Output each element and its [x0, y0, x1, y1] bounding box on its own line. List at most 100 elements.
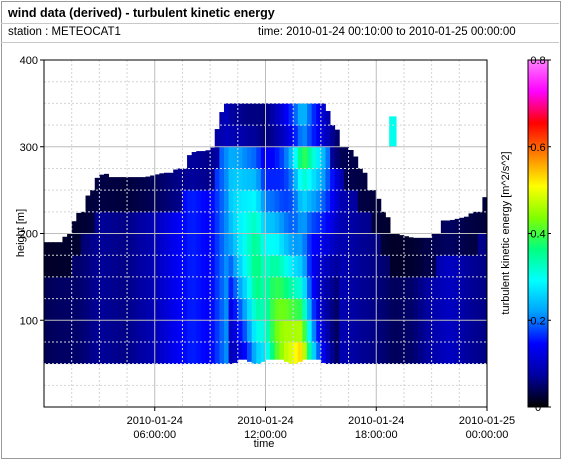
heatmap-cell	[177, 168, 183, 191]
heatmap-cell	[219, 233, 225, 256]
heatmap-cell	[270, 103, 276, 126]
heatmap-cell	[99, 320, 105, 343]
heatmap-cell	[117, 255, 123, 278]
heatmap-cell	[325, 190, 331, 213]
heatmap-cell	[463, 276, 469, 299]
heatmap-cell	[353, 156, 359, 169]
heatmap-cell	[242, 146, 248, 169]
heatmap-cell	[265, 190, 271, 213]
heatmap-cell	[228, 168, 234, 191]
heatmap-cell	[154, 320, 160, 343]
heatmap-cell	[316, 298, 322, 321]
heatmap-cell	[459, 276, 465, 299]
heatmap-cell	[270, 211, 276, 234]
heatmap-cell	[71, 276, 77, 299]
heatmap-cell	[367, 298, 373, 321]
heatmap-cell	[242, 103, 248, 126]
heatmap-cell	[90, 320, 96, 343]
heatmap-cell	[274, 168, 280, 191]
heatmap-cell	[288, 125, 294, 148]
heatmap-cell	[145, 190, 151, 213]
heatmap-cell	[127, 341, 133, 365]
heatmap-cell	[367, 255, 373, 278]
heatmap-cell	[334, 341, 340, 365]
heatmap-cell	[237, 276, 243, 299]
heatmap-cell	[468, 213, 474, 234]
heatmap-cell	[293, 190, 299, 213]
heatmap-cell	[228, 233, 234, 256]
heatmap-cell	[233, 190, 239, 213]
heatmap-cell	[468, 276, 474, 299]
heatmap-cell	[237, 211, 243, 234]
heatmap-cell	[150, 320, 156, 343]
heatmap-cell	[445, 276, 451, 299]
heatmap-cell	[85, 233, 91, 256]
heatmap-cell	[103, 173, 109, 191]
heatmap-cell	[316, 276, 322, 299]
y-tick-label: 100	[20, 315, 38, 327]
heatmap-cell	[53, 320, 59, 343]
heatmap-cell	[247, 103, 253, 126]
heatmap-cell	[256, 320, 262, 343]
heatmap-cell	[279, 125, 285, 148]
heatmap-cell	[182, 168, 188, 191]
heatmap-cell	[154, 211, 160, 234]
heatmap-cell	[353, 341, 359, 365]
heatmap-cell	[223, 125, 229, 148]
heatmap-cell	[159, 190, 165, 213]
heatmap-cell	[177, 276, 183, 299]
heatmap-cell	[99, 255, 105, 278]
heatmap-cell	[67, 298, 73, 321]
heatmap-cell	[270, 190, 276, 213]
heatmap-cell	[316, 341, 322, 360]
heatmap-cell	[196, 255, 202, 278]
heatmap-cell	[320, 320, 326, 343]
heatmap-cell	[482, 197, 488, 213]
colorbar-tick-label: 0.8	[530, 55, 545, 67]
heatmap-cell	[136, 233, 142, 256]
heatmap-cell	[302, 168, 308, 191]
heatmap-cell	[131, 211, 137, 234]
heatmap-cell	[256, 125, 262, 148]
heatmap-cell	[251, 320, 257, 343]
heatmap-cell	[265, 276, 271, 299]
heatmap-cell	[367, 211, 373, 234]
heatmap-cell	[191, 298, 197, 321]
heatmap-cell	[99, 276, 105, 299]
heatmap-cell	[445, 255, 451, 278]
heatmap-cell	[320, 103, 326, 126]
heatmap-cell	[325, 110, 331, 126]
heatmap-cell	[459, 320, 465, 343]
heatmap-cell	[71, 298, 77, 321]
heatmap-cell	[279, 103, 285, 126]
heatmap-cell	[242, 211, 248, 234]
heatmap-cell	[122, 190, 128, 213]
heatmap-cell	[237, 168, 243, 191]
heatmap-cell	[422, 276, 428, 299]
heatmap-cell	[343, 146, 349, 169]
heatmap-cell	[228, 298, 234, 321]
heatmap-cell	[113, 341, 119, 365]
heatmap-cell	[228, 255, 234, 278]
divider	[1, 42, 559, 43]
heatmap-cell	[348, 276, 354, 299]
heatmap-cell	[260, 298, 266, 321]
heatmap-cell	[348, 190, 354, 213]
heatmap-cell	[233, 341, 239, 363]
heatmap-cell	[145, 298, 151, 321]
heatmap-cell	[274, 211, 280, 234]
heatmap-cell	[237, 125, 243, 148]
heatmap-cell	[177, 298, 183, 321]
heatmap-cell	[265, 320, 271, 343]
heatmap-cell	[390, 233, 396, 256]
heatmap-cell	[76, 212, 82, 234]
heatmap-cell	[113, 211, 119, 234]
heatmap-cell	[228, 146, 234, 169]
heatmap-cell	[228, 320, 234, 343]
heatmap-cell	[214, 233, 220, 256]
heatmap-cell	[307, 125, 313, 148]
heatmap-cell	[417, 276, 423, 299]
heatmap-cell	[113, 233, 119, 256]
heatmap-cell	[427, 320, 433, 343]
heatmap-cell	[223, 341, 229, 365]
